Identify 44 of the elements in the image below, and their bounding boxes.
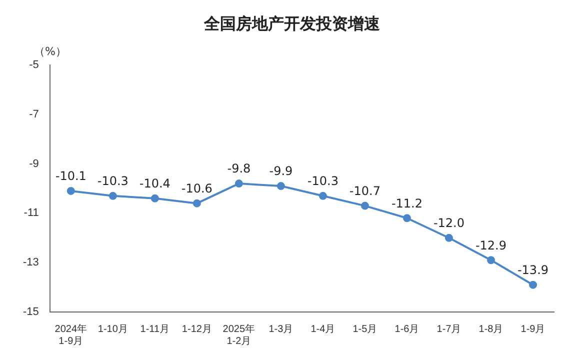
point: [276, 182, 285, 190]
y-tick-label: -13: [22, 256, 39, 269]
point: [150, 194, 159, 202]
point: [108, 192, 117, 200]
x-tick-label: 1-6月: [394, 324, 420, 335]
x-tick-label: 1-11月: [140, 324, 170, 335]
point: [192, 199, 201, 208]
data-label: -10.7: [349, 184, 380, 198]
x-tick-label: 2025年 1-2月: [222, 322, 256, 347]
data-label: -9.8: [227, 162, 251, 176]
x-tick-label: 1-7月: [436, 324, 462, 335]
x-tick-label: 1-8月: [478, 324, 504, 335]
x-tick-label: 1-5月: [352, 324, 378, 335]
point: [528, 280, 537, 289]
point: [444, 234, 453, 242]
data-label: -10.4: [139, 176, 170, 191]
y-axis-title: （%）: [34, 44, 66, 59]
y-tick-label: -15: [22, 306, 39, 318]
y-tick-label: -9: [29, 158, 39, 170]
point: [486, 256, 495, 264]
x-tick-label: 1-9月: [520, 324, 546, 335]
data-label: -12.9: [475, 238, 507, 252]
x-tick-label: 1-12月: [182, 324, 212, 335]
y-tick-label: -11: [24, 207, 39, 220]
data-label: -13.9: [517, 262, 549, 277]
data-label: -9.9: [269, 164, 293, 178]
data-label: -10.3: [307, 174, 338, 188]
point: [360, 202, 369, 210]
x-tick-label: 2024年 1-9月: [54, 322, 88, 347]
data-label: -10.6: [181, 181, 212, 196]
y-tick-label: -7: [29, 108, 39, 120]
y-tick-label: -5: [29, 59, 39, 72]
data-label: -10.3: [97, 174, 128, 188]
x-tick-label: 1-3月: [268, 324, 294, 335]
data-label: -10.1: [55, 169, 86, 184]
point: [402, 214, 411, 222]
x-tick-label: 1-10月: [98, 324, 128, 335]
point: [66, 186, 75, 195]
data-label: -11.2: [391, 196, 422, 210]
chart-title: 全国房地产开发投资增速: [202, 14, 381, 35]
point: [318, 192, 327, 200]
point: [234, 180, 243, 188]
data-label: -12.0: [433, 216, 465, 230]
x-tick-label: 1-4月: [310, 324, 336, 335]
